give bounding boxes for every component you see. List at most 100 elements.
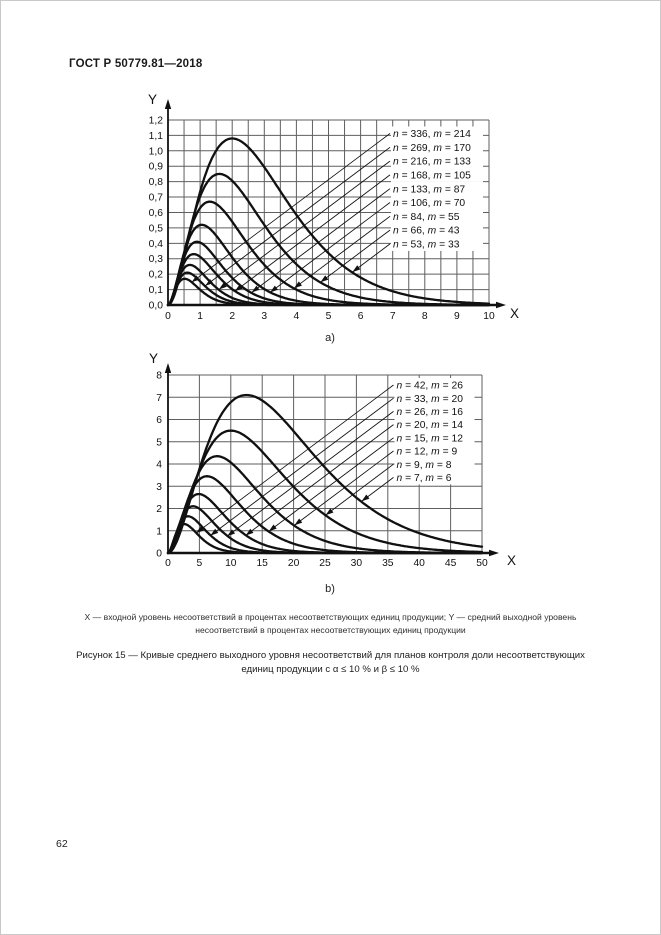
legend-arrowhead-icon [218,282,227,290]
x-tick-label: 25 [319,558,331,569]
y-axis-label: Y [148,92,157,107]
x-tick-label: 6 [358,311,364,322]
page-number: 62 [56,838,68,850]
legend-arrowhead-icon [245,528,254,536]
legend-entry: n = 269, m = 170 [393,143,471,154]
legend-arrowhead-icon [227,529,236,537]
x-tick-label: 0 [165,311,171,322]
y-tick-label: 0,2 [149,270,164,281]
legend-entry-bg [394,457,475,472]
legend-entry: n = 33, m = 20 [397,394,464,405]
legend-entry: n = 20, m = 14 [397,420,464,431]
legend-arrowhead-icon [268,524,277,532]
legend-entry: n = 42, m = 26 [397,381,464,392]
legend-arrowhead-icon [320,275,329,283]
legend-arrowhead-icon [294,518,303,526]
legend-entry-bg [394,391,475,406]
legend-entry-bg [391,154,483,169]
y-tick-label: 0,0 [149,301,164,312]
y-tick-label: 1,2 [149,115,164,126]
legend-arrowhead-icon [294,281,302,289]
y-tick-label: 3 [156,482,162,493]
legend-arrowhead-icon [361,494,370,502]
x-tick-label: 15 [256,558,268,569]
legend-arrowhead-icon [191,275,200,283]
legend-entry: n = 84, m = 55 [393,212,460,223]
y-tick-label: 0,7 [149,193,164,204]
legend-arrow [268,437,394,532]
legend-entry-bg [391,223,483,238]
y-tick-label: 1,0 [149,146,164,157]
x-axis-label: X [510,306,519,321]
x-tick-label: 45 [445,558,457,569]
legend-entry: n = 15, m = 12 [397,433,464,444]
legend-entry: n = 336, m = 214 [393,129,471,140]
y-tick-label: 1,1 [149,131,164,142]
legend-arrow [251,188,391,293]
aoq-curve-n7-m6 [166,393,484,555]
x-tick-label: 9 [454,311,460,322]
x-tick-label: 10 [483,311,495,322]
legend-entry-bg [394,417,475,432]
y-tick-label: 0,5 [149,223,164,234]
legend-arrowhead-icon [325,508,334,516]
x-tick-label: 35 [382,558,394,569]
x-tick-label: 0 [165,558,171,569]
chart-a-axes: Y X 0 1 2 3 4 5 6 7 8 9 10 0,0 0,1 0,2 0,3 0,4 0,5 0,6 0,7 0,… [148,92,519,322]
legend-arrowhead-icon [210,528,219,536]
y-tick-label: 0,3 [149,254,164,265]
aoq-curve-n53-m33 [166,137,491,307]
legend-entry: n = 106, m = 70 [393,198,465,209]
y-tick-label: 8 [156,371,162,382]
figure-caption: Рисунок 15 — Кривые среднего выходного у… [0,649,661,677]
chart-a-legend-arrows [191,133,391,293]
x-tick-label: 3 [261,311,267,322]
legend-entry-bg [394,470,475,485]
legend-entry: n = 133, m = 87 [393,184,465,195]
x-tick-label: 8 [422,311,428,322]
legend-arrow [234,174,391,292]
legend-entry-bg [391,181,483,196]
x-tick-label: 50 [476,558,488,569]
y-tick-label: 0,1 [149,285,164,296]
x-axis-label: X [507,553,516,568]
legend-arrowhead-icon [234,284,243,292]
legend-entry-bg [391,126,483,141]
y-tick-label: 4 [156,460,162,471]
x-tick-label: 7 [390,311,396,322]
legend-entry: n = 7, m = 6 [397,473,452,484]
x-tick-label: 4 [294,311,300,322]
legend-arrow [325,463,394,516]
aoq-curve-n9-m8 [166,429,484,555]
legend-entry-bg [394,404,475,419]
x-axis-arrow-icon [489,549,499,557]
y-tick-label: 7 [156,393,162,404]
x-tick-label: 5 [197,558,203,569]
y-tick-label: 0,9 [149,162,164,173]
legend-entry: n = 66, m = 43 [393,226,460,237]
legend-arrow [293,215,391,289]
legend-entry-bg [391,140,483,155]
x-tick-label: 20 [288,558,300,569]
y-tick-label: 0,8 [149,177,164,188]
legend-arrowhead-icon [205,279,214,286]
legend-entry-bg [394,444,475,458]
x-tick-label: 30 [351,558,363,569]
y-tick-label: 2 [156,504,162,515]
legend-arrow [320,229,391,283]
legend-arrowhead-icon [251,285,260,293]
axis-definitions-note: X — входной уровень несоответствий в про… [0,611,661,636]
legend-arrow [191,133,391,283]
legend-arrow [210,397,394,536]
y-axis-label: Y [149,351,158,366]
legend-arrow [226,411,394,537]
y-tick-label: 5 [156,437,162,448]
y-axis-arrow-icon [164,98,172,109]
axis-note-line1: X — входной уровень несоответствий в про… [84,612,577,622]
standard-number-header: ГОСТ Р 50779.81—2018 [69,58,203,70]
chart-b-legend-arrows [195,384,394,537]
legend-arrowhead-icon [270,285,278,293]
x-tick-label: 1 [197,311,203,322]
